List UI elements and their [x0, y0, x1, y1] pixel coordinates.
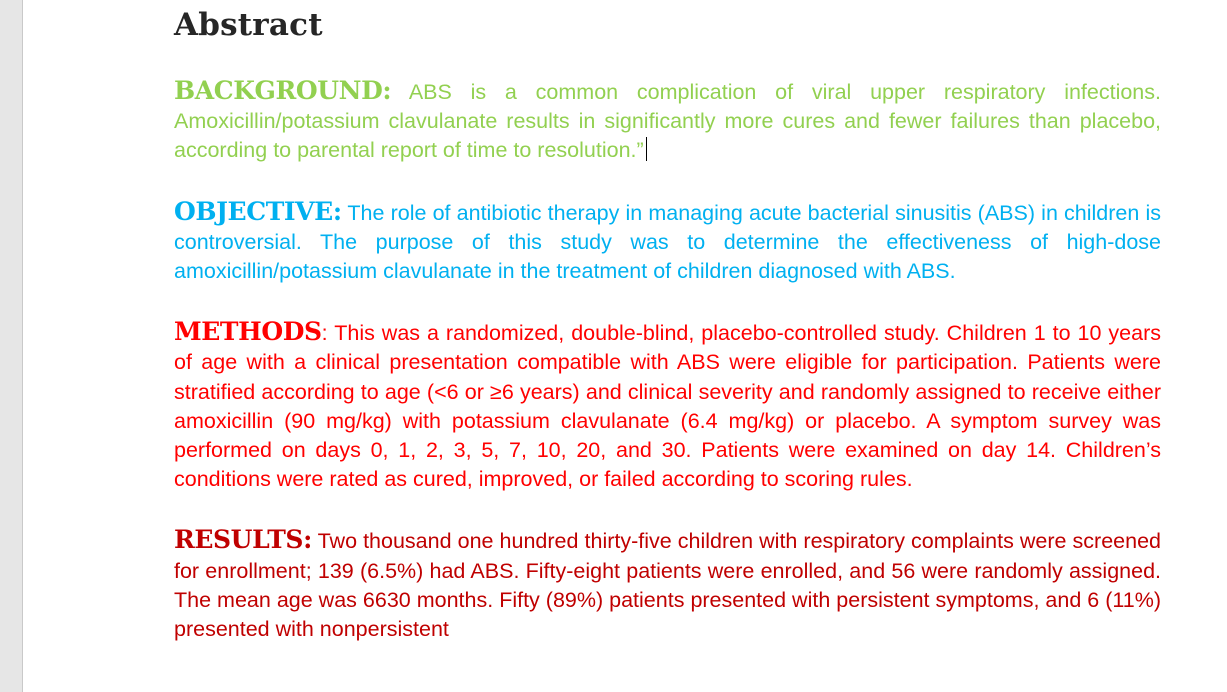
methods-paragraph[interactable]: METHODS: This was a randomized, double-b…: [174, 317, 1161, 494]
objective-paragraph[interactable]: OBJECTIVE: The role of antibiotic therap…: [174, 197, 1161, 287]
abstract-heading: Abstract: [174, 7, 323, 43]
results-label: RESULTS:: [174, 525, 312, 555]
document-body[interactable]: Abstract BACKGROUND: ABS is a common com…: [174, 4, 1161, 644]
background-paragraph[interactable]: BACKGROUND: ABS is a common complication…: [174, 76, 1161, 166]
document-page[interactable]: Abstract BACKGROUND: ABS is a common com…: [23, 0, 1227, 692]
text-cursor: [645, 137, 647, 162]
methods-text: : This was a randomized, double-blind, p…: [174, 321, 1161, 492]
objective-text: The role of antibiotic therapy in managi…: [174, 200, 1161, 284]
methods-label: METHODS: [174, 317, 322, 347]
objective-label: OBJECTIVE:: [174, 196, 342, 226]
background-text: ABS is a common complication of viral up…: [174, 80, 1161, 163]
results-paragraph[interactable]: RESULTS: Two thousand one hundred thirty…: [174, 525, 1161, 644]
background-label: BACKGROUND:: [174, 76, 392, 105]
left-gutter: [0, 0, 23, 692]
results-text: Two thousand one hundred thirty-five chi…: [174, 529, 1161, 642]
